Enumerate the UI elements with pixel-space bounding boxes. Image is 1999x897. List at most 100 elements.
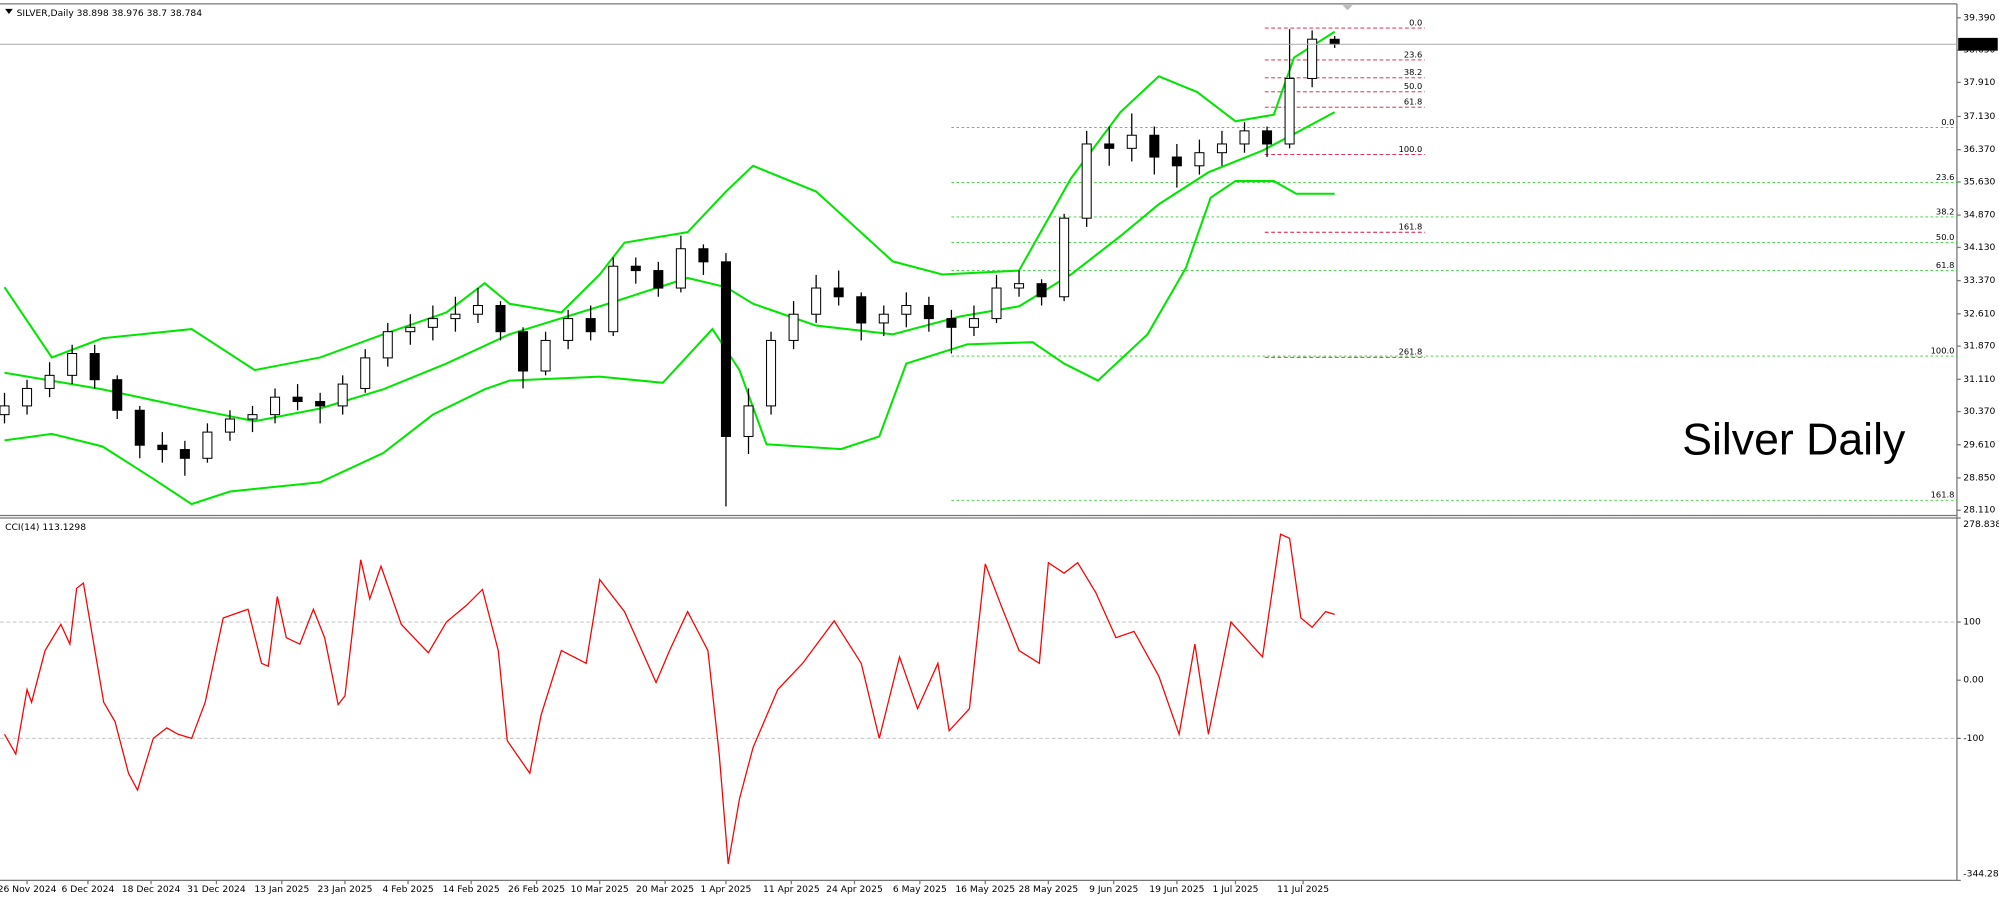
candle-body	[968, 318, 979, 328]
candle-body	[224, 418, 235, 433]
candle-body	[518, 331, 529, 372]
fib-label: 61.8	[1404, 97, 1422, 107]
candle-body	[0, 405, 10, 416]
candle-body	[292, 396, 303, 403]
y-tick-label: 37.130	[1963, 111, 1995, 122]
candle-body	[923, 304, 934, 320]
fib-label: 161.8	[1931, 490, 1955, 500]
bollinger-band	[4, 111, 1336, 423]
x-tick-label: 14 Feb 2025	[443, 884, 500, 895]
current-price-box	[1958, 37, 1998, 51]
cci-line	[3, 533, 1335, 865]
candle-body	[833, 287, 844, 298]
indicator-value: 113.1298	[42, 521, 86, 532]
fib-label: 23.6	[1936, 172, 1954, 182]
candle-body	[247, 414, 258, 420]
y-tick-label: 31.870	[1963, 341, 1995, 352]
x-tick-label: 20 Mar 2025	[636, 884, 694, 895]
candle-body	[315, 401, 326, 407]
candle-body	[743, 405, 754, 437]
x-tick-label: 19 Jun 2025	[1149, 884, 1204, 895]
fib-label: 50.0	[1404, 81, 1422, 91]
candle-body	[112, 379, 123, 411]
x-tick-label: 9 Jun 2025	[1089, 884, 1138, 895]
y-tick-label: -100	[1963, 733, 1984, 744]
symbol: SILVER,Daily	[17, 7, 75, 18]
y-tick-label: 100	[1963, 617, 1981, 628]
low: 38.7	[147, 7, 168, 18]
fib-label: 38.2	[1404, 67, 1422, 77]
x-tick-label: 13 Jan 2025	[254, 884, 309, 895]
x-tick-label: 23 Jan 2025	[317, 884, 372, 895]
open: 38.898	[77, 7, 109, 18]
x-tick-label: 4 Feb 2025	[382, 884, 433, 895]
candle-body	[382, 331, 393, 359]
y-tick-label: 28.110	[1963, 505, 1995, 516]
candle-body	[1239, 130, 1250, 145]
y-tick-label: 0.00	[1963, 675, 1984, 686]
y-tick-label: 29.610	[1963, 439, 1995, 450]
candle-body	[878, 313, 889, 324]
candle-body	[450, 313, 461, 320]
candle-body	[1216, 143, 1227, 154]
candle-body	[698, 248, 709, 263]
y-tick-label: 35.630	[1963, 176, 1995, 187]
candle-body	[67, 353, 78, 376]
fib-label: 50.0	[1936, 232, 1954, 242]
x-tick-label: 1 Apr 2025	[701, 884, 752, 895]
fib-label: 0.0	[1941, 117, 1954, 127]
header-arrow	[5, 8, 13, 15]
y-tick-label: 34.870	[1963, 210, 1995, 221]
header: SILVER,Daily 38.898 38.976 38.7 38.784	[17, 7, 203, 18]
candle-body	[540, 339, 551, 372]
candle-body	[1014, 283, 1025, 289]
candle-body	[134, 409, 145, 446]
fib-label: 61.8	[1936, 260, 1954, 270]
y-tick-label: 30.370	[1963, 406, 1995, 417]
x-tick-label: 24 Apr 2025	[826, 884, 883, 895]
candle-body	[563, 318, 574, 341]
y-tick-label: 278.8385	[1963, 519, 1999, 530]
candle-body	[1284, 77, 1295, 145]
candle-body	[270, 396, 281, 416]
candle-body	[811, 287, 822, 315]
indicator-title: CCI(14)	[5, 521, 39, 532]
fib-label: 100.0	[1931, 345, 1955, 355]
y-tick-label: 28.850	[1963, 472, 1995, 483]
candle-body	[179, 449, 190, 459]
x-tick-label: 6 May 2025	[893, 884, 947, 895]
current-price-label: 38.784	[1961, 39, 1993, 50]
x-tick-label: 28 May 2025	[1018, 884, 1078, 895]
shift-marker	[1342, 5, 1353, 11]
bollinger-band	[3, 30, 1336, 372]
candle-body	[44, 374, 55, 389]
candle-body	[495, 304, 506, 333]
indicator-header: CCI(14) 113.1298	[5, 521, 86, 532]
candle-body	[427, 318, 438, 328]
candle-body	[1104, 143, 1115, 149]
candle-body	[630, 265, 641, 272]
y-tick-label: 32.610	[1963, 308, 1995, 319]
y-tick-label: 34.130	[1963, 242, 1995, 253]
x-tick-label: 26 Feb 2025	[508, 884, 565, 895]
x-tick-label: 11 Jul 2025	[1277, 884, 1329, 895]
x-tick-label: 16 May 2025	[955, 884, 1015, 895]
candle-body	[720, 261, 731, 437]
fib-label: 38.2	[1936, 206, 1954, 216]
candle-body	[22, 387, 33, 407]
y-tick-label: 31.110	[1963, 374, 1995, 385]
candle-body	[1262, 130, 1273, 145]
candle-body	[991, 287, 1002, 320]
fib-label: 261.8	[1399, 347, 1423, 357]
x-tick-label: 31 Dec 2024	[187, 884, 246, 895]
candle-body	[202, 431, 213, 459]
candle-body	[472, 304, 483, 315]
candle-body	[585, 318, 596, 333]
candle-body	[1149, 134, 1160, 158]
candle-body	[788, 313, 799, 341]
fib-label: 23.6	[1404, 49, 1422, 59]
candle-body	[1194, 152, 1205, 167]
x-tick-label: 26 Nov 2024	[0, 884, 57, 895]
